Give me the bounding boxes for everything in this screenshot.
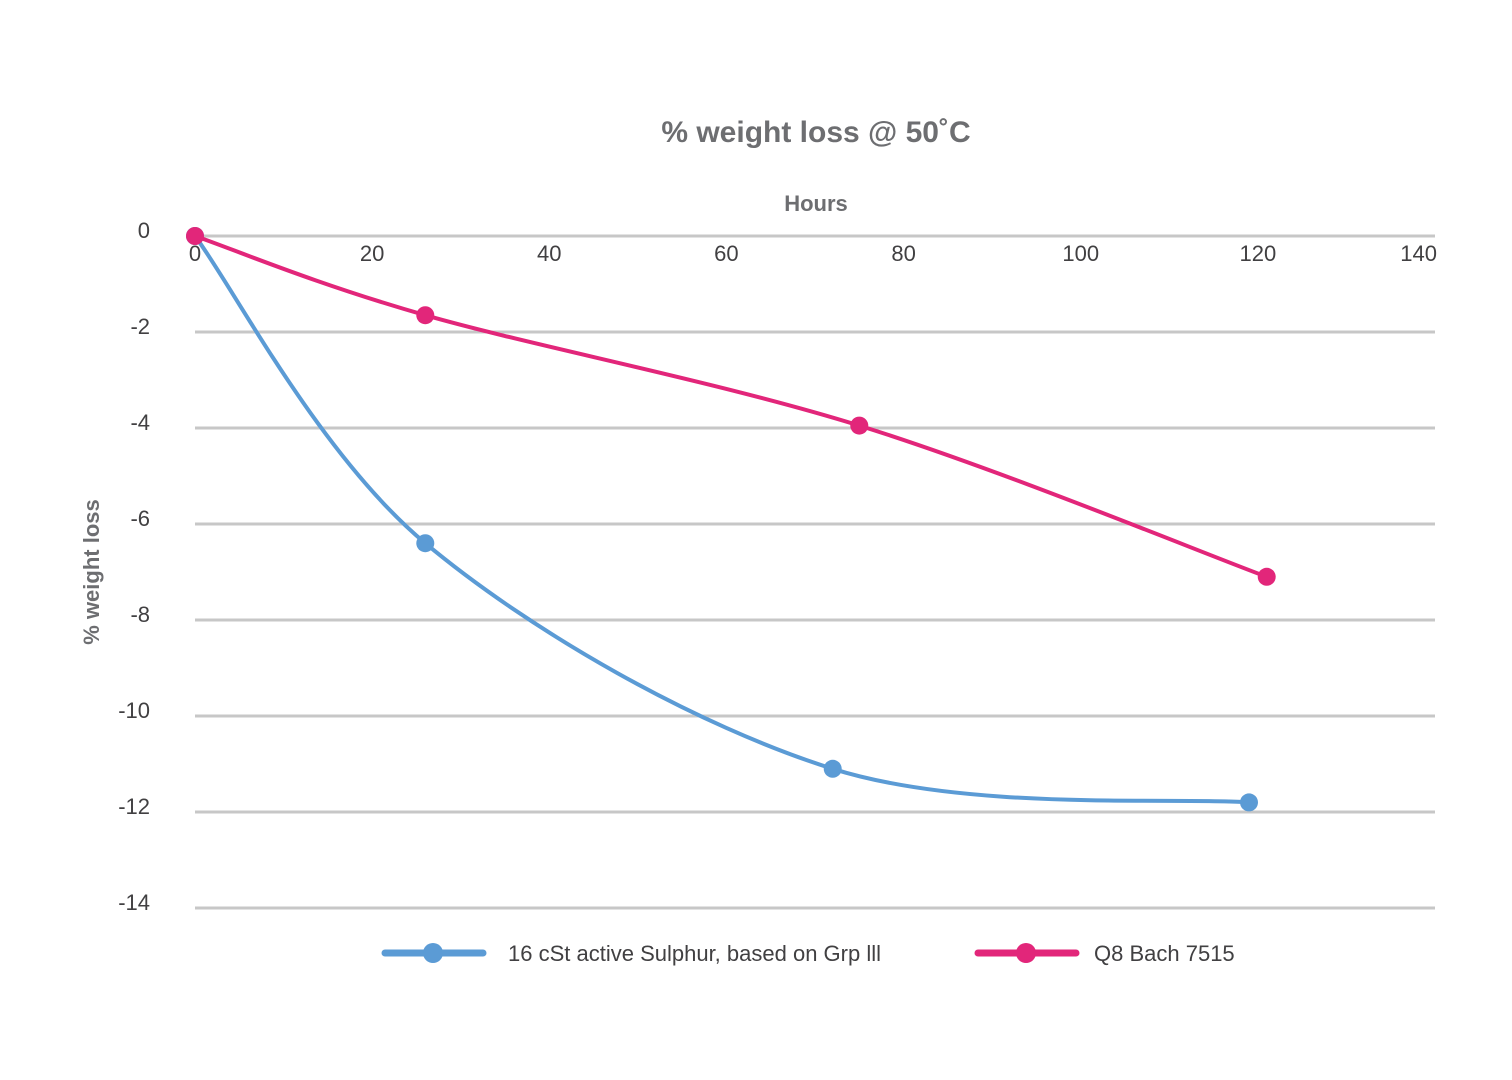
legend-layer: 16 cSt active Sulphur, based on Grp lll Q… — [381, 941, 1235, 966]
x-tick-label: 60 — [714, 241, 738, 266]
x-tick-label: 40 — [537, 241, 561, 266]
y-tick-label: -8 — [130, 602, 150, 627]
x-tick-label: 20 — [360, 241, 384, 266]
series-point-2 — [1257, 567, 1276, 586]
y-axis-title: % weight loss — [79, 499, 104, 644]
y-tick-label: -10 — [118, 698, 150, 723]
x-tick-label: 80 — [891, 241, 915, 266]
legend-swatch-marker — [423, 943, 443, 963]
series-line-2 — [193, 234, 1269, 579]
tick-layer: 0 -2 -4 -6 -8 -10 -12 -14 0 20 40 60 80 100 120 140 — [118, 218, 1437, 915]
y-tick-label: -14 — [118, 890, 150, 915]
series-layer — [186, 227, 1276, 812]
series-line-1 — [193, 234, 1251, 805]
x-tick-label: 140 — [1400, 241, 1437, 266]
legend-swatch-marker — [1016, 943, 1036, 963]
series-point-2 — [850, 416, 869, 435]
y-tick-label: -12 — [118, 794, 150, 819]
y-tick-label: -6 — [130, 506, 150, 531]
series-point-2 — [416, 306, 435, 325]
legend-label: 16 cSt active Sulphur, based on Grp lll — [508, 941, 881, 966]
x-tick-label: 0 — [189, 241, 201, 266]
legend-label: Q8 Bach 7515 — [1094, 941, 1235, 966]
x-tick-label: 120 — [1239, 241, 1276, 266]
y-tick-label: -4 — [130, 410, 150, 435]
series-point-1 — [823, 759, 842, 778]
y-tick-label: -2 — [130, 314, 150, 339]
x-axis-title: Hours — [784, 191, 848, 216]
x-tick-label: 100 — [1062, 241, 1099, 266]
y-tick-label: 0 — [138, 218, 150, 243]
chart-title: % weight loss @ 50˚C — [661, 116, 970, 149]
series-point-2 — [186, 227, 204, 245]
series-point-1 — [416, 534, 435, 553]
series-point-1 — [1240, 793, 1258, 812]
